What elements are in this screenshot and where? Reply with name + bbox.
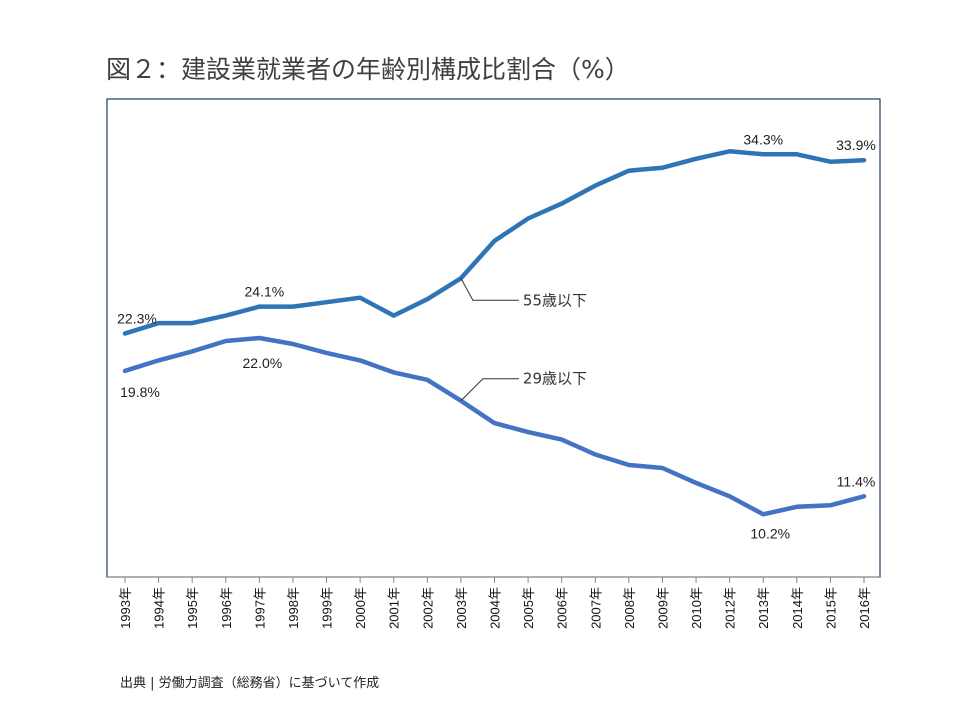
annotation-leader xyxy=(460,378,519,402)
series-annotation: 55歳以下 xyxy=(523,291,587,309)
x-tick-label: 1995年 xyxy=(185,587,200,629)
x-tick-label: 2003年 xyxy=(454,587,469,629)
x-tick-label: 1998年 xyxy=(286,587,301,629)
x-tick-label: 2015年 xyxy=(823,587,838,629)
x-tick-label: 1997年 xyxy=(252,587,267,629)
x-tick-label: 2006年 xyxy=(555,587,570,629)
x-tick-label: 2013年 xyxy=(756,587,771,629)
x-tick-label: 2012年 xyxy=(723,587,738,629)
x-tick-label: 2004年 xyxy=(488,587,503,629)
x-tick-label: 2005年 xyxy=(521,587,536,629)
x-tick-label: 2014年 xyxy=(790,587,805,629)
x-tick-label: 1999年 xyxy=(320,587,335,629)
x-tick-label: 1996年 xyxy=(219,587,234,629)
x-tick-label: 2000年 xyxy=(353,587,368,629)
x-tick-label: 1994年 xyxy=(152,587,167,629)
data-label: 11.4% xyxy=(837,473,876,489)
source-note: 出典 | 労働力調査（総務省）に基づいて作成 xyxy=(120,676,380,691)
series-line-1 xyxy=(122,335,867,517)
data-label: 22.0% xyxy=(243,355,283,371)
data-label: 10.2% xyxy=(750,525,790,541)
x-tick-label: 1993年 xyxy=(118,587,133,629)
series-annotation: 29歳以下 xyxy=(523,370,587,388)
x-tick-label: 2009年 xyxy=(655,587,670,629)
x-tick-label: 2007年 xyxy=(588,587,603,629)
data-label: 24.1% xyxy=(245,284,285,300)
data-label: 19.8% xyxy=(120,384,160,400)
data-label: 34.3% xyxy=(743,131,783,147)
x-tick-label: 2010年 xyxy=(689,587,704,629)
x-tick-label: 2016年 xyxy=(857,587,872,629)
plot-area xyxy=(106,98,881,578)
series-line-0 xyxy=(122,149,867,336)
x-tick-label: 2002年 xyxy=(420,587,435,629)
annotation-leader xyxy=(460,278,519,301)
data-label: 22.3% xyxy=(117,311,157,327)
chart-title: 図２：建設業就業者の年齢別構成比割合（%） xyxy=(106,55,630,84)
data-label: 33.9% xyxy=(836,137,876,153)
x-tick-label: 2008年 xyxy=(622,587,637,629)
x-tick-label: 2001年 xyxy=(387,587,402,629)
